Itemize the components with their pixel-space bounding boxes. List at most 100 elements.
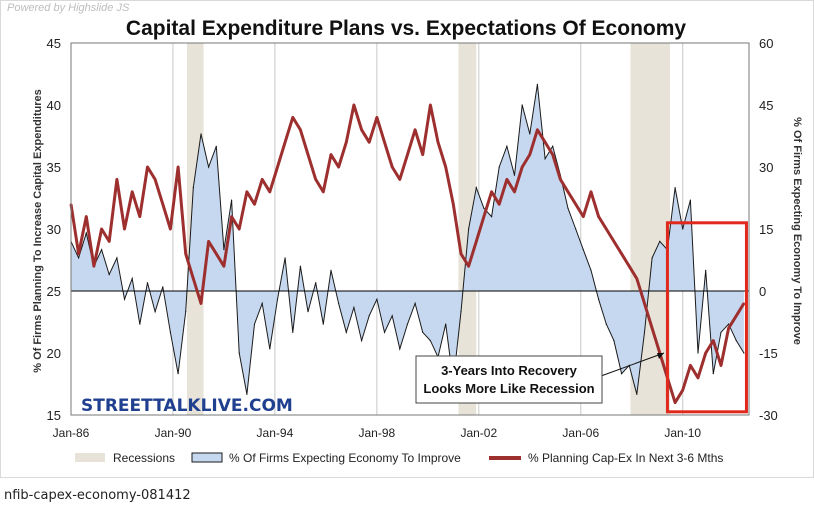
economy-point-37 xyxy=(353,306,355,309)
capex-point-56 xyxy=(498,203,501,206)
capex-point-22 xyxy=(238,228,241,230)
economy-point-71 xyxy=(613,340,615,342)
economy-point-65 xyxy=(567,207,569,209)
y2-tick-label-3: 15 xyxy=(759,222,773,237)
capex-point-40 xyxy=(375,116,378,119)
capex-point-36 xyxy=(345,141,348,144)
economy-point-83 xyxy=(705,269,707,271)
capex-point-15 xyxy=(184,252,187,255)
y2-tick-label-6: 60 xyxy=(759,36,773,51)
capex-point-28 xyxy=(284,141,287,144)
capex-point-4 xyxy=(100,228,103,230)
capex-point-63 xyxy=(551,153,554,156)
economy-point-22 xyxy=(238,352,240,354)
capex-point-24 xyxy=(253,203,256,206)
chart-canvas: Capital Expenditure Plans vs. Expectatio… xyxy=(32,17,803,465)
legend: Recessions % Of Firms Expecting Economy … xyxy=(75,451,723,465)
capex-point-67 xyxy=(582,215,585,218)
capex-point-57 xyxy=(505,178,508,181)
economy-point-38 xyxy=(360,340,363,342)
capex-point-87 xyxy=(735,314,738,317)
capex-point-46 xyxy=(421,153,424,156)
economy-point-69 xyxy=(598,298,600,300)
capex-point-62 xyxy=(544,141,547,144)
economy-point-87 xyxy=(735,340,737,342)
powered-by-credit[interactable]: Powered by Highslide JS xyxy=(7,2,130,14)
economy-point-35 xyxy=(338,302,340,304)
capex-point-59 xyxy=(521,166,524,168)
y-tick-label-3: 30 xyxy=(47,222,61,237)
economy-point-7 xyxy=(123,298,126,300)
y-tick-label-2: 25 xyxy=(47,284,61,299)
economy-point-70 xyxy=(605,323,607,325)
economy-point-6 xyxy=(116,257,118,259)
capex-point-65 xyxy=(567,190,570,193)
capex-point-79 xyxy=(674,401,677,404)
economy-point-10 xyxy=(146,282,149,284)
economy-point-43 xyxy=(399,348,401,350)
capex-point-53 xyxy=(475,240,478,243)
capex-point-52 xyxy=(467,265,470,268)
economy-point-9 xyxy=(139,323,141,325)
capex-point-37 xyxy=(352,104,355,106)
annotation-arrow xyxy=(600,352,665,377)
economy-point-21 xyxy=(230,199,233,201)
economy-point-26 xyxy=(269,348,271,350)
capex-point-8 xyxy=(131,190,134,193)
y-tick-label-1: 20 xyxy=(47,346,61,361)
y2-tick-label-1: -15 xyxy=(759,346,778,361)
capex-point-39 xyxy=(368,141,371,144)
capex-point-13 xyxy=(169,228,172,230)
economy-point-80 xyxy=(682,228,684,230)
economy-point-62 xyxy=(544,158,546,160)
capex-point-75 xyxy=(643,302,646,305)
economy-point-34 xyxy=(330,269,332,271)
economy-point-18 xyxy=(208,166,210,168)
x-tick-label-2: Jan-94 xyxy=(257,426,294,440)
capex-point-10 xyxy=(146,166,149,168)
capex-point-3 xyxy=(92,265,95,268)
capex-point-54 xyxy=(482,215,485,218)
economy-point-19 xyxy=(215,145,217,147)
right-axis-label: % Of Firms Expecting Economy To Improve xyxy=(791,117,803,345)
x-tick-label-5: Jan-06 xyxy=(562,426,599,440)
capex-point-72 xyxy=(620,252,623,255)
y-tick-label-5: 40 xyxy=(47,98,61,113)
capex-point-81 xyxy=(689,364,692,367)
economy-point-24 xyxy=(253,323,256,325)
legend-economy-swatch xyxy=(191,452,223,463)
economy-point-32 xyxy=(315,282,317,284)
capex-point-29 xyxy=(291,116,294,119)
x-tick-label-4: Jan-02 xyxy=(460,426,497,440)
economy-point-1 xyxy=(78,257,80,259)
economy-point-55 xyxy=(490,216,493,218)
capex-point-76 xyxy=(651,327,654,330)
capex-point-88 xyxy=(742,302,745,305)
economy-point-86 xyxy=(728,323,730,325)
capex-point-11 xyxy=(154,178,157,181)
axes xyxy=(70,42,750,416)
economy-point-81 xyxy=(689,199,691,201)
capex-point-5 xyxy=(108,240,111,243)
capex-point-69 xyxy=(597,215,600,218)
economy-point-76 xyxy=(651,257,653,259)
capex-point-61 xyxy=(536,128,539,131)
capex-point-85 xyxy=(719,364,722,367)
economy-point-61 xyxy=(536,83,539,85)
capex-point-51 xyxy=(459,252,462,255)
capex-point-21 xyxy=(230,215,233,218)
economy-point-66 xyxy=(575,228,577,230)
capex-point-16 xyxy=(192,277,195,280)
capex-point-7 xyxy=(123,228,126,230)
economy-point-5 xyxy=(108,273,110,276)
annotation-callout: 3-Years Into Recovery Looks More Like Re… xyxy=(415,352,665,404)
legend-recessions-swatch xyxy=(75,453,105,462)
capex-point-55 xyxy=(490,190,493,193)
economy-point-4 xyxy=(100,249,103,251)
economy-point-23 xyxy=(246,393,248,395)
capex-point-41 xyxy=(383,141,386,144)
economy-point-74 xyxy=(636,393,638,395)
capex-point-74 xyxy=(635,277,638,280)
watermark-text: STREETTALKLIVE.COM xyxy=(81,396,293,416)
chart-title: Capital Expenditure Plans vs. Expectatio… xyxy=(126,17,686,40)
